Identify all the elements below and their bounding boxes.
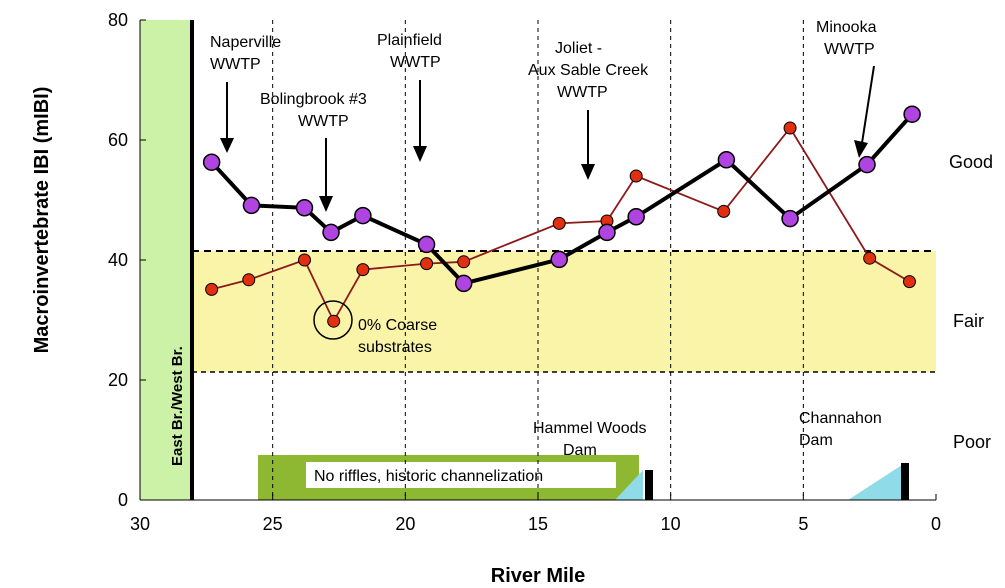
naperville-line-2: WWTP: [210, 56, 261, 73]
x-tick-label-10: 10: [661, 514, 681, 534]
minooka-line-2: WWTP: [824, 41, 875, 58]
y-tick-label-80: 80: [108, 10, 128, 30]
series-0-point-3: [322, 223, 340, 242]
series-0-point-4: [354, 206, 372, 225]
coarse-highlight-circle: [313, 300, 353, 340]
series-1-point-11: [783, 121, 797, 135]
joliet-line-3: WWTP: [557, 84, 608, 101]
minooka-line-1: Minooka: [816, 19, 877, 36]
joliet-arrowhead: [581, 164, 595, 180]
y-tick-label-60: 60: [108, 130, 128, 150]
series-1-point-5: [420, 257, 434, 271]
series-1-point-10: [717, 204, 731, 218]
minooka-annotation: Minooka WWTP: [816, 19, 877, 158]
x-tick-label-25: 25: [263, 514, 283, 534]
x-axis-title: River Mile: [491, 565, 585, 587]
x-tick-label-20: 20: [395, 514, 415, 534]
band-label-good: Good: [949, 152, 993, 172]
series-0-point-6: [454, 274, 473, 293]
joliet-annotation: Joliet - Aux Sable Creek WWTP: [528, 40, 649, 180]
y-tick-label-40: 40: [108, 250, 128, 270]
channahon-dam-ramp: [848, 465, 902, 500]
band-label-poor: Poor: [953, 432, 991, 452]
joliet-line-1: Joliet -: [555, 40, 602, 57]
plainfield-line-1: Plainfield: [377, 32, 442, 49]
series-1-line: [211, 126, 910, 324]
series-0-point-5: [417, 235, 436, 254]
series-1-point-0: [205, 282, 219, 296]
series-1-point-1: [242, 273, 256, 287]
x-tick-label-0: 0: [931, 514, 941, 534]
series-0-point-10: [717, 151, 736, 169]
series-1-point-12: [863, 251, 877, 265]
channahon-line-1: Channahon: [799, 410, 882, 427]
channahon-line-2: Dam: [799, 432, 833, 449]
branch-label: East Br./West Br.: [169, 346, 186, 466]
bolingbrook-annotation: Bolingbrook #3 WWTP: [260, 91, 367, 212]
series-1-point-13: [902, 275, 916, 289]
band-label-fair: Fair: [953, 311, 984, 331]
joliet-line-2: Aux Sable Creek: [528, 62, 649, 79]
series-0-point-12: [858, 155, 876, 174]
series-1-point-3: [327, 314, 341, 328]
x-tick-label-5: 5: [798, 514, 808, 534]
hammel-dam-ramp: [615, 470, 643, 500]
coarse-line-2: substrates: [358, 339, 432, 356]
series-layer: [202, 105, 921, 328]
series-1-point-6: [457, 255, 471, 269]
series-0-point-0: [202, 153, 221, 171]
vertical-grid: [272, 20, 804, 500]
plainfield-line-2: WWTP: [390, 54, 441, 71]
series-1-point-2: [298, 253, 312, 267]
y-tick-label-20: 20: [108, 370, 128, 390]
upstream-green-band: [140, 20, 192, 500]
plainfield-arrowhead: [413, 146, 427, 162]
minooka-arrow-shaft: [861, 65, 875, 144]
hammel-line-1: Hammel Woods: [533, 420, 647, 437]
series-0-point-13: [903, 105, 921, 123]
fair-band: [192, 251, 936, 372]
x-tick-label-30: 30: [130, 514, 150, 534]
axis-ticks: 30 25 20 15 10 5 0 0 20 40 60 80: [108, 10, 941, 534]
plainfield-annotation: Plainfield WWTP: [377, 32, 442, 162]
naperville-line-1: Naperville: [210, 34, 281, 51]
series-0-point-1: [242, 196, 261, 215]
hammel-dam: [645, 470, 653, 500]
channahon-dam: [901, 463, 909, 500]
bolingbrook-line-1: Bolingbrook #3: [260, 91, 367, 108]
series-1-point-9: [629, 169, 643, 183]
channelization-label-box: [306, 462, 616, 488]
bolingbrook-line-2: WWTP: [298, 113, 349, 130]
naperville-annotation: Naperville WWTP: [210, 34, 281, 153]
x-tick-label-15: 15: [528, 514, 548, 534]
bolingbrook-arrowhead: [319, 196, 333, 212]
hammel-line-2: Dam: [563, 442, 597, 459]
series-0-point-2: [295, 199, 314, 217]
channelization-label: No riffles, historic channelization: [314, 468, 543, 485]
series-0-point-11: [781, 209, 799, 228]
series-1-point-4: [356, 263, 370, 277]
y-axis-title: Macroinvertebrate IBI (mIBI): [31, 87, 53, 354]
minooka-arrowhead: [854, 140, 868, 158]
series-1-point-7: [552, 216, 566, 230]
series-0-point-8: [598, 223, 616, 242]
coarse-line-1: 0% Coarse: [358, 317, 437, 334]
naperville-arrowhead: [220, 138, 234, 153]
y-tick-label-0: 0: [118, 490, 128, 510]
series-0-point-7: [550, 250, 568, 269]
series-0-point-9: [627, 208, 645, 226]
